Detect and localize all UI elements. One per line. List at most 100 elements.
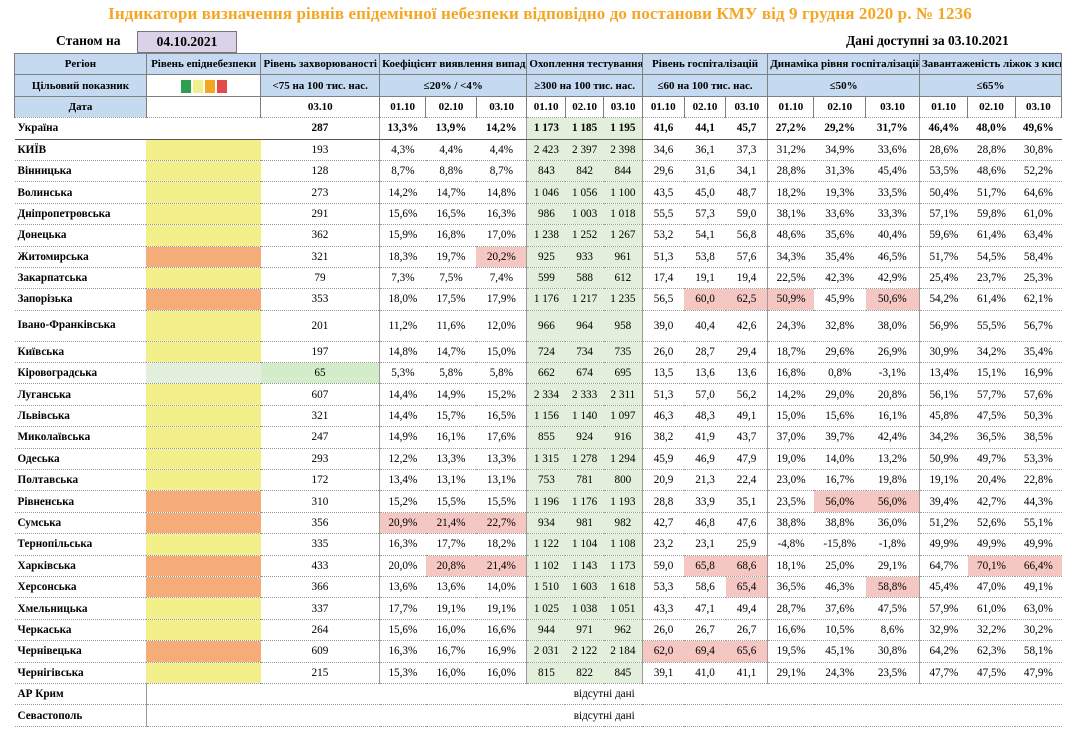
danger-level-cell: [146, 533, 261, 556]
table-row: Сумська 356 20,9% 21,4% 22,7% 934 981 982 42,7 46…: [14, 512, 1062, 535]
test-value: 1 108: [603, 533, 643, 556]
beds-value: 70,1%: [967, 555, 1016, 577]
beds-value: 57,6%: [1015, 383, 1062, 406]
det-value: 15,6%: [379, 619, 426, 642]
danger-level-cell: [146, 405, 261, 428]
date-test-3: 03.10: [603, 95, 643, 119]
danger-level-cell: [146, 662, 261, 684]
dyn-value: -4,8%: [767, 533, 814, 556]
beds-value: 30,9%: [918, 341, 968, 364]
dyn-value: 34,3%: [767, 246, 814, 268]
det-value: 17,9%: [476, 288, 527, 311]
beds-value: 62,3%: [967, 640, 1016, 663]
hosp-value: 28,8: [641, 490, 685, 513]
hosp-value: 55,5: [641, 203, 685, 226]
det-value: 21,4%: [476, 555, 527, 577]
incidence-value: 79: [260, 267, 380, 290]
data-available-label: Дані доступні за 03.10.2021: [846, 33, 1009, 48]
dyn-value: 42,4%: [865, 426, 920, 449]
dyn-value: 45,4%: [865, 160, 920, 183]
as-of-label: Станом на: [56, 33, 121, 48]
region-name: Севастополь: [14, 704, 147, 727]
incidence-value: 310: [260, 490, 380, 513]
hosp-value: 51,3: [641, 246, 685, 268]
beds-value: 45,8%: [918, 405, 968, 428]
hosp-value: 45,0: [684, 181, 726, 204]
beds-value: 51,7%: [967, 181, 1016, 204]
test-value: 753: [526, 469, 566, 492]
det-value: 12,2%: [379, 448, 426, 471]
region-name: Херсонська: [14, 576, 147, 599]
date-beds-1: 01.10: [918, 95, 969, 119]
test-value: 2 031: [526, 640, 566, 663]
level-green-swatch: [180, 79, 191, 93]
beds-value: 30,2%: [1015, 619, 1062, 642]
test-value: 2 398: [603, 139, 643, 161]
beds-value: 56,9%: [918, 310, 968, 342]
incidence-value: 201: [260, 310, 380, 342]
det-value: 14,8%: [379, 341, 426, 364]
hosp-value: 47,9: [725, 448, 768, 471]
dyn-value: 15,6%: [813, 405, 866, 428]
danger-level-cell: [146, 426, 261, 449]
det-value: 19,1%: [425, 597, 477, 620]
hosp-value: 56,2: [725, 383, 768, 406]
incidence-value: 128: [260, 160, 380, 183]
hosp-value: 23,1: [684, 533, 726, 556]
no-data-cell: відсутні дані: [145, 683, 1062, 706]
hosp-value: 35,1: [725, 490, 768, 513]
dyn-value: 16,6%: [767, 619, 814, 642]
test-value: 1 018: [603, 203, 643, 226]
danger-level-cell: [146, 310, 261, 342]
hosp-value: 56,8: [725, 224, 768, 247]
test-value: 982: [603, 512, 643, 535]
incidence-value: 273: [260, 181, 380, 204]
beds-value: 25,4%: [918, 267, 968, 290]
test-value: 1 156: [526, 405, 566, 428]
level-red-swatch: [216, 79, 227, 93]
incidence-value: 293: [260, 448, 380, 471]
dyn-value: 45,9%: [813, 288, 866, 311]
det-value: 15,2%: [379, 490, 426, 513]
danger-level-cell: [146, 362, 261, 385]
test-value: 843: [526, 160, 566, 183]
date-hosp-2: 02.10: [683, 95, 727, 119]
target-testing: ≥300 на 100 тис. нас.: [526, 74, 643, 97]
table-row: Чернігівська 215 15,3% 16,0% 16,0% 815 822 845 3…: [14, 662, 1062, 684]
dyn-value: 23,5%: [865, 662, 920, 684]
region-name: Івано-Франківська: [14, 310, 147, 342]
date-beds-2: 02.10: [967, 95, 1016, 119]
region-name: Україна: [14, 117, 147, 140]
beds-value: 44,3%: [1015, 490, 1062, 513]
det-value: 15,5%: [476, 490, 527, 513]
det-value: 5,8%: [425, 362, 477, 385]
incidence-value: 609: [260, 640, 380, 663]
test-value: 1 003: [565, 203, 604, 226]
det-value: 14,7%: [425, 181, 477, 204]
dyn-value: 16,1%: [865, 405, 920, 428]
danger-level-cell: [146, 448, 261, 471]
test-value: 1 252: [565, 224, 604, 247]
det-value: 13,3%: [425, 448, 477, 471]
dyn-value: 56,0%: [813, 490, 866, 513]
incidence-value: 287: [260, 117, 380, 140]
test-value: 966: [526, 310, 566, 342]
beds-value: 54,2%: [918, 288, 968, 311]
test-value: 964: [565, 310, 604, 342]
test-value: 1 056: [565, 181, 604, 204]
test-value: 735: [603, 341, 643, 364]
region-name: Тернопільська: [14, 533, 147, 556]
region-name: Львівська: [14, 405, 147, 428]
det-value: 17,0%: [476, 224, 527, 247]
region-name: Рівненська: [14, 490, 147, 513]
dyn-value: 48,6%: [767, 224, 814, 247]
dyn-value: 29,1%: [767, 662, 814, 684]
target-row: Цільовий показник <75 на 100 тис. нас. ≤…: [14, 74, 1063, 97]
test-value: 844: [603, 160, 643, 183]
danger-level-cell: [146, 597, 261, 620]
beds-value: 61,4%: [967, 224, 1016, 247]
hosp-value: 65,8: [684, 555, 726, 577]
dyn-value: 28,7%: [767, 597, 814, 620]
det-value: 16,5%: [425, 203, 477, 226]
beds-value: 49,6%: [1015, 117, 1062, 140]
